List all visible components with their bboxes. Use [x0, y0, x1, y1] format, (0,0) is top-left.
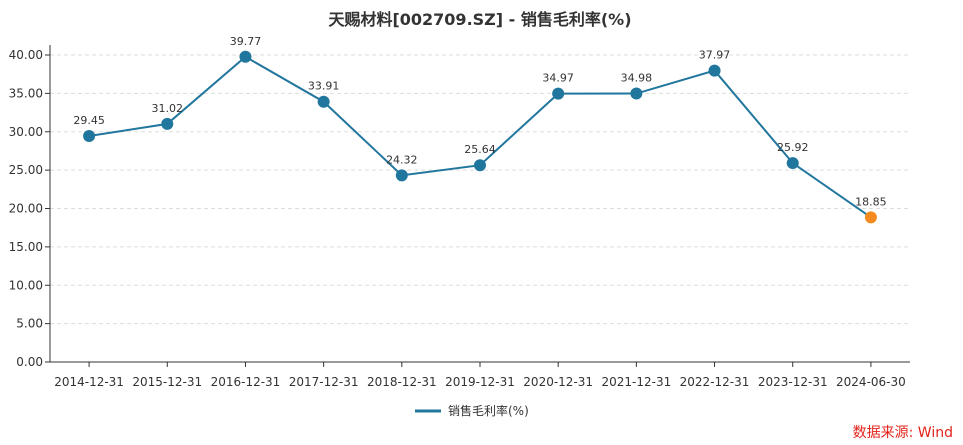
data-label: 37.97	[699, 49, 731, 62]
x-tick-label: 2019-12-31	[445, 375, 515, 389]
data-point[interactable]	[864, 211, 877, 224]
y-tick-label: 25.00	[9, 163, 43, 177]
x-tick-label: 2023-12-31	[758, 375, 828, 389]
data-point[interactable]	[161, 117, 174, 130]
grid-lines	[50, 54, 910, 325]
data-point[interactable]	[552, 87, 565, 100]
x-tick-label: 2014-12-31	[54, 375, 124, 389]
legend[interactable]: 销售毛利率(%)	[415, 403, 529, 418]
x-tick-label: 2024-06-30	[836, 375, 906, 389]
x-tick-label: 2020-12-31	[523, 375, 593, 389]
data-point[interactable]	[786, 157, 799, 170]
y-tick-labels: 0.00 5.00 10.00 15.00 20.00 25.00 30.00 35.00 40…	[9, 48, 43, 369]
data-label: 39.77	[230, 35, 262, 48]
x-tick-label: 2018-12-31	[367, 375, 437, 389]
data-label: 34.98	[621, 72, 653, 85]
y-tick-label: 0.00	[16, 355, 43, 369]
data-point[interactable]	[474, 159, 486, 172]
data-label: 18.85	[855, 195, 887, 208]
x-tick-label: 2017-12-31	[289, 375, 359, 389]
y-tick-label: 15.00	[9, 240, 43, 254]
x-tick-labels: 2014-12-31 2015-12-31 2016-12-31 2017-12-31…	[54, 375, 906, 389]
data-label: 29.45	[73, 114, 105, 127]
y-tick-label: 40.00	[9, 48, 43, 62]
chart-title: 天赐材料[002709.SZ] - 销售毛利率(%)	[328, 10, 631, 29]
data-points	[83, 50, 877, 224]
y-tick-label: 5.00	[16, 317, 43, 331]
data-label: 25.64	[464, 143, 496, 156]
source-note: 数据来源: Wind	[852, 425, 953, 441]
data-label: 34.97	[542, 72, 574, 85]
data-point[interactable]	[239, 50, 252, 63]
y-tick-label: 20.00	[9, 202, 43, 216]
data-point[interactable]	[395, 169, 408, 182]
axes	[45, 45, 910, 367]
data-point[interactable]	[317, 95, 330, 108]
data-labels: 29.45 31.02 39.77 33.91 24.32 25.64 34.97 34.98…	[73, 35, 886, 209]
x-tick-label: 2021-12-31	[601, 375, 671, 389]
y-tick-label: 35.00	[9, 86, 43, 100]
data-label: 33.91	[308, 80, 340, 93]
x-tick-label: 2015-12-31	[132, 375, 202, 389]
y-tick-label: 10.00	[9, 278, 43, 292]
data-label: 24.32	[386, 153, 418, 166]
series-line-path	[88, 55, 872, 219]
data-point[interactable]	[630, 87, 643, 100]
data-label: 25.92	[777, 141, 809, 154]
data-label: 31.02	[152, 102, 184, 115]
data-point[interactable]	[83, 129, 96, 142]
legend-label: 销售毛利率(%)	[448, 403, 529, 418]
data-point[interactable]	[708, 64, 721, 77]
x-tick-label: 2016-12-31	[211, 375, 281, 389]
y-tick-label: 30.00	[9, 125, 43, 139]
series-line	[88, 55, 872, 219]
x-tick-label: 2022-12-31	[680, 375, 750, 389]
